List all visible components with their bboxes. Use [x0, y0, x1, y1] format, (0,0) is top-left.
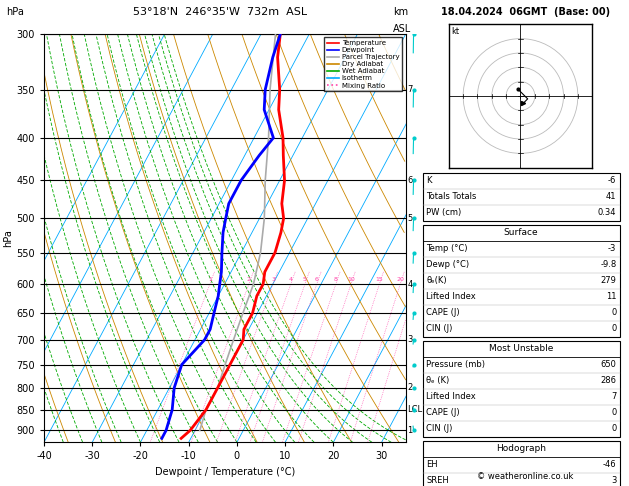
Text: km: km [393, 7, 408, 17]
Text: Pressure (mb): Pressure (mb) [426, 360, 486, 369]
Text: -6: -6 [608, 176, 616, 185]
Text: Lifted Index: Lifted Index [426, 392, 476, 401]
Text: EH: EH [426, 460, 438, 469]
Text: 3: 3 [271, 277, 275, 282]
Text: θₑ(K): θₑ(K) [426, 276, 447, 285]
Text: 0: 0 [611, 324, 616, 333]
Text: © weatheronline.co.uk: © weatheronline.co.uk [477, 472, 574, 481]
Text: 2: 2 [247, 277, 251, 282]
Text: Surface: Surface [504, 228, 538, 237]
Text: 0.34: 0.34 [598, 208, 616, 217]
Text: CAPE (J): CAPE (J) [426, 308, 460, 317]
Text: -46: -46 [603, 460, 616, 469]
X-axis label: Dewpoint / Temperature (°C): Dewpoint / Temperature (°C) [155, 467, 295, 477]
Text: Mixing Ratio (g/kg): Mixing Ratio (g/kg) [437, 247, 447, 327]
Text: K: K [426, 176, 432, 185]
Text: 11: 11 [606, 292, 616, 301]
Text: 3: 3 [611, 476, 616, 486]
Text: 18.04.2024  06GMT  (Base: 00): 18.04.2024 06GMT (Base: 00) [441, 7, 610, 17]
Text: 286: 286 [601, 376, 616, 385]
Text: 5: 5 [303, 277, 307, 282]
Text: CAPE (J): CAPE (J) [426, 408, 460, 417]
Text: -9.8: -9.8 [600, 260, 616, 269]
Text: θₑ (K): θₑ (K) [426, 376, 450, 385]
Text: Temp (°C): Temp (°C) [426, 244, 468, 253]
Text: 650: 650 [601, 360, 616, 369]
Text: CIN (J): CIN (J) [426, 324, 453, 333]
Text: 0: 0 [611, 308, 616, 317]
Text: Hodograph: Hodograph [496, 444, 546, 453]
Text: LCL: LCL [408, 405, 423, 414]
Text: ASL: ASL [393, 24, 411, 35]
Text: hPa: hPa [6, 7, 24, 17]
Text: -3: -3 [608, 244, 616, 253]
Text: Most Unstable: Most Unstable [489, 344, 554, 353]
Text: 4: 4 [289, 277, 292, 282]
Text: 0: 0 [611, 408, 616, 417]
Text: Dewp (°C): Dewp (°C) [426, 260, 470, 269]
Text: 3: 3 [408, 335, 413, 344]
Text: Totals Totals: Totals Totals [426, 192, 477, 201]
Text: 41: 41 [606, 192, 616, 201]
Text: 5: 5 [408, 214, 413, 223]
Text: 15: 15 [376, 277, 383, 282]
Text: 6: 6 [314, 277, 319, 282]
Text: 8: 8 [334, 277, 338, 282]
Text: 20: 20 [396, 277, 404, 282]
Text: Lifted Index: Lifted Index [426, 292, 476, 301]
Text: 1: 1 [408, 426, 413, 435]
Text: CIN (J): CIN (J) [426, 424, 453, 434]
Text: 7: 7 [611, 392, 616, 401]
Text: 10: 10 [347, 277, 355, 282]
Text: SREH: SREH [426, 476, 449, 486]
Text: 7: 7 [408, 85, 413, 94]
Text: 1: 1 [208, 277, 212, 282]
Text: 6: 6 [408, 176, 413, 185]
Text: 53°18'N  246°35'W  732m  ASL: 53°18'N 246°35'W 732m ASL [133, 7, 307, 17]
Text: 2: 2 [408, 383, 413, 392]
Legend: Temperature, Dewpoint, Parcel Trajectory, Dry Adiabat, Wet Adiabat, Isotherm, Mi: Temperature, Dewpoint, Parcel Trajectory… [324, 37, 402, 91]
Text: 0: 0 [611, 424, 616, 434]
Y-axis label: hPa: hPa [4, 229, 14, 247]
Text: 279: 279 [601, 276, 616, 285]
Text: kt: kt [452, 27, 460, 36]
Text: 4: 4 [408, 279, 413, 289]
Text: PW (cm): PW (cm) [426, 208, 462, 217]
